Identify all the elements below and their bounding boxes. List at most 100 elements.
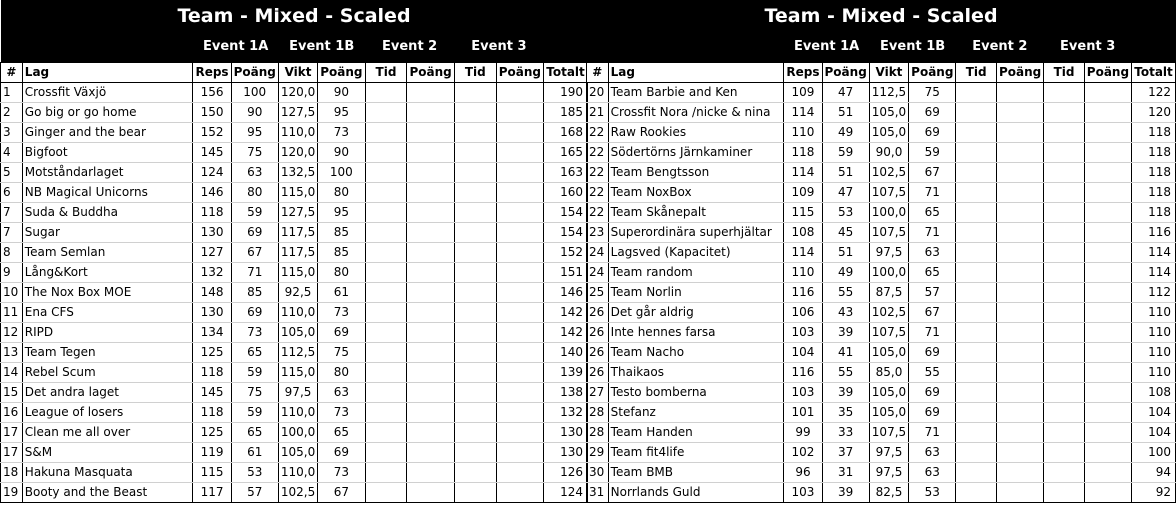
cell-team: Lång&Kort xyxy=(21,262,194,283)
cell-points: 55 xyxy=(821,282,870,303)
cell-rank: 14 xyxy=(0,362,23,383)
cell-team: The Nox Box MOE xyxy=(21,282,194,303)
cell-team: Crossfit Nora /nicke & nina xyxy=(607,102,785,123)
cell-rank: 19 xyxy=(0,482,23,503)
cell-points xyxy=(495,362,545,383)
cell-points xyxy=(406,462,455,483)
cell-rank: 22 xyxy=(586,182,609,203)
cell-points xyxy=(495,482,545,503)
cell-reps: 114 xyxy=(783,162,823,183)
cell-points xyxy=(995,282,1045,303)
cell-team: Team fit4life xyxy=(607,442,785,463)
cell-time xyxy=(453,462,497,483)
cell-total: 151 xyxy=(543,262,588,283)
cell-team: Booty and the Beast xyxy=(21,482,194,503)
cell-points: 69 xyxy=(908,122,957,143)
cell-team: Motståndarlaget xyxy=(21,162,194,183)
cell-reps: 114 xyxy=(783,242,823,263)
cell-weight: 102,5 xyxy=(277,482,319,503)
cell-time xyxy=(1043,342,1085,363)
cell-points: 75 xyxy=(230,142,279,163)
cell-rank: 23 xyxy=(586,222,609,243)
cell-points xyxy=(1083,162,1133,183)
cell-team: NB Magical Unicorns xyxy=(21,182,194,203)
event-header-1b: Event 1B xyxy=(869,32,956,63)
cell-rank: 26 xyxy=(586,342,609,363)
cell-points: 39 xyxy=(821,382,870,403)
cell-points xyxy=(406,382,455,403)
cell-points: 75 xyxy=(317,342,366,363)
table-row: 6 NB Magical Unicorns 146 80 115,0 80 160 xyxy=(0,182,588,203)
cell-points: 59 xyxy=(230,202,279,223)
cell-weight: 105,0 xyxy=(868,122,910,143)
cell-points: 61 xyxy=(317,282,366,303)
cell-time xyxy=(955,82,997,103)
cell-rank: 24 xyxy=(586,262,609,283)
cell-total: 185 xyxy=(543,102,588,123)
cell-points xyxy=(406,82,455,103)
cell-time xyxy=(955,482,997,503)
cell-reps: 109 xyxy=(783,82,823,103)
cell-total: 122 xyxy=(1131,82,1176,103)
cell-reps: 114 xyxy=(783,102,823,123)
cell-weight: 132,5 xyxy=(277,162,319,183)
cell-time xyxy=(1043,122,1085,143)
cell-time xyxy=(955,182,997,203)
cell-rank: 4 xyxy=(0,142,23,163)
cell-weight: 97,5 xyxy=(277,382,319,403)
cell-total: 94 xyxy=(1131,462,1176,483)
cell-total: 140 xyxy=(543,342,588,363)
cell-time xyxy=(364,202,408,223)
column-header-total: Totalt xyxy=(543,62,588,83)
cell-points: 59 xyxy=(230,362,279,383)
left-table-body: 1 Crossfit Växjö 156 100 120,0 90 190 2 Go big o… xyxy=(0,82,588,503)
cell-points: 63 xyxy=(317,382,366,403)
cell-reps: 96 xyxy=(783,462,823,483)
cell-weight: 107,5 xyxy=(868,182,910,203)
cell-points xyxy=(495,102,545,123)
cell-rank: 29 xyxy=(586,442,609,463)
cell-time xyxy=(955,142,997,163)
cell-rank: 26 xyxy=(586,322,609,343)
cell-weight: 105,0 xyxy=(277,322,319,343)
cell-rank: 24 xyxy=(586,242,609,263)
cell-reps: 132 xyxy=(192,262,232,283)
cell-rank: 9 xyxy=(0,262,23,283)
cell-points: 51 xyxy=(821,102,870,123)
cell-rank: 13 xyxy=(0,342,23,363)
table-row: 19 Booty and the Beast 117 57 102,5 67 124 xyxy=(0,482,588,503)
cell-points: 31 xyxy=(821,462,870,483)
cell-reps: 103 xyxy=(783,322,823,343)
cell-team: Inte hennes farsa xyxy=(607,322,785,343)
cell-points xyxy=(406,442,455,463)
table-row: 24 Team random 110 49 100,0 65 114 xyxy=(586,262,1176,283)
cell-weight: 117,5 xyxy=(277,222,319,243)
cell-points xyxy=(1083,242,1133,263)
cell-time xyxy=(364,162,408,183)
cell-team: Team NoxBox xyxy=(607,182,785,203)
cell-team: Team Skånepalt xyxy=(607,202,785,223)
cell-points: 57 xyxy=(230,482,279,503)
event-header-3: Event 3 xyxy=(1043,32,1132,63)
cell-reps: 145 xyxy=(192,382,232,403)
cell-points: 95 xyxy=(230,122,279,143)
cell-time xyxy=(453,122,497,143)
cell-weight: 115,0 xyxy=(277,182,319,203)
cell-total: 120 xyxy=(1131,102,1176,123)
cell-weight: 100,0 xyxy=(868,262,910,283)
cell-rank: 1 xyxy=(0,82,23,103)
cell-weight: 112,5 xyxy=(868,82,910,103)
cell-reps: 130 xyxy=(192,302,232,323)
table-row: 26 Team Nacho 104 41 105,0 69 110 xyxy=(586,342,1176,363)
column-header-time: Tid xyxy=(364,62,408,83)
table-row: 7 Sugar 130 69 117,5 85 154 xyxy=(0,222,588,243)
column-header-rank: # xyxy=(586,62,609,83)
cell-team: Hakuna Masquata xyxy=(21,462,194,483)
cell-reps: 130 xyxy=(192,222,232,243)
cell-weight: 92,5 xyxy=(277,282,319,303)
cell-points: 59 xyxy=(821,142,870,163)
table-row: 22 Team Bengtsson 114 51 102,5 67 118 xyxy=(586,162,1176,183)
cell-time xyxy=(453,242,497,263)
cell-rank: 26 xyxy=(586,302,609,323)
cell-team: Team Barbie and Ken xyxy=(607,82,785,103)
